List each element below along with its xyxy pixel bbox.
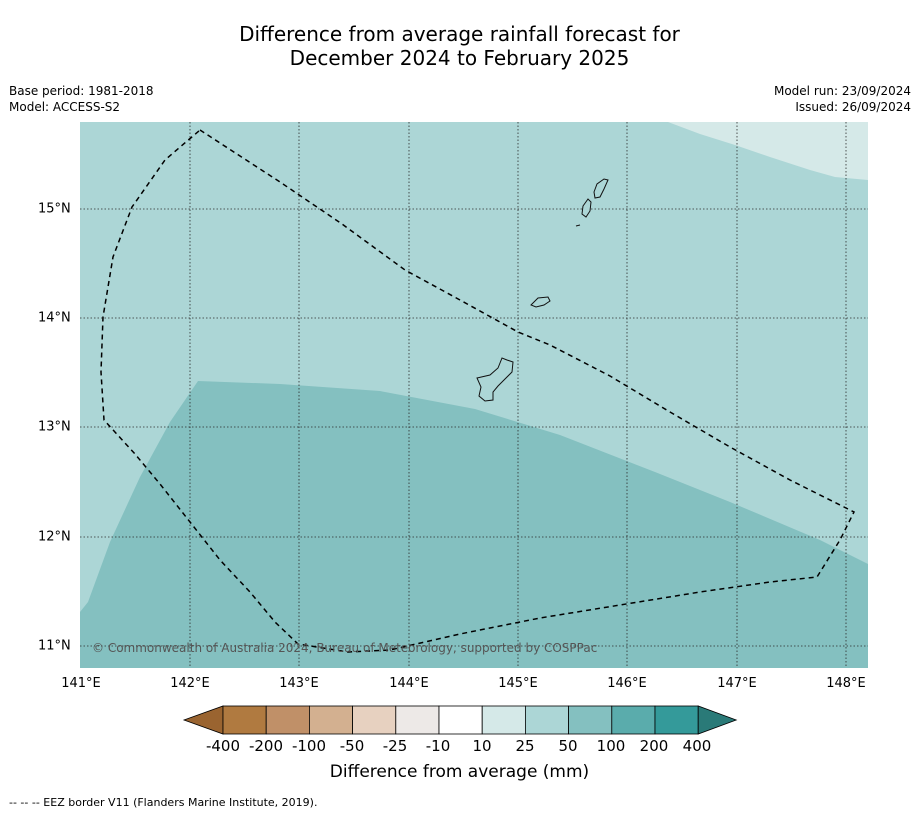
colorbar-swatch [222,705,267,735]
meta-left: Base period: 1981-2018 Model: ACCESS-S2 [9,83,154,115]
title-line-2: December 2024 to February 2025 [289,46,630,70]
lon-label: 146°E [607,676,647,691]
colorbar-title: Difference from average (mm) [329,762,590,782]
lon-label: 142°E [170,676,210,691]
colorbar-swatch [308,705,353,735]
lon-label: 141°E [61,676,101,691]
lon-label: 148°E [826,676,866,691]
colorbar-swatch [438,705,483,735]
colorbar-tick: 50 [558,737,578,755]
colorbar-tick: 200 [639,737,669,755]
colorbar-extend-left [182,705,224,735]
lon-label: 145°E [498,676,538,691]
model-name: Model: ACCESS-S2 [9,100,121,114]
colorbar-swatch [352,705,397,735]
island-saipan [593,178,609,199]
colorbar [182,705,738,735]
colorbar-swatch [481,705,526,735]
colorbar-tick: -100 [291,737,327,755]
graticule [80,122,868,668]
colorbar-tick: -50 [339,737,365,755]
island-tinian [581,198,592,218]
colorbar-tick: 100 [596,737,626,755]
map-panel[interactable] [80,122,868,668]
colorbar-swatch [568,705,613,735]
island-rota [530,296,551,308]
band-50-100 [80,381,868,668]
base-period: Base period: 1981-2018 [9,84,154,98]
lon-label: 143°E [279,676,319,691]
eez-footnote: -- -- -- EEZ border V11 (Flanders Marine… [9,796,318,809]
colorbar-swatch [524,705,569,735]
island-guam [476,357,514,402]
colorbar-tick: -400 [205,737,241,755]
colorbar-tick: -25 [382,737,408,755]
copyright-notice: © Commonwealth of Australia 2024, Bureau… [92,641,598,655]
colorbar-swatch [654,705,699,735]
lon-label: 147°E [717,676,757,691]
island-aguijan [575,224,581,227]
colorbar-swatch [265,705,310,735]
colorbar-tick: 400 [682,737,712,755]
colorbar-tick: 25 [515,737,535,755]
islands [476,178,609,402]
colorbar-extend-right [697,705,738,735]
lat-label: 11°N [38,638,71,654]
band-10-25 [668,122,868,180]
chart-title: Difference from average rainfall forecas… [0,22,919,70]
lat-label: 12°N [38,529,71,545]
eez-border [100,129,856,653]
map-svg [80,122,868,668]
issued-date: Issued: 26/09/2024 [795,100,911,114]
title-line-1: Difference from average rainfall forecas… [239,22,680,46]
lon-label: 144°E [389,676,429,691]
colorbar-tick: -200 [248,737,284,755]
model-run: Model run: 23/09/2024 [773,84,911,98]
meta-right: Model run: 23/09/2024 Issued: 26/09/2024 [774,83,911,115]
colorbar-tick: -10 [425,737,451,755]
lat-label: 13°N [38,419,71,435]
colorbar-swatch [395,705,440,735]
lat-label: 15°N [38,201,71,217]
lat-label: 14°N [38,310,71,326]
colorbar-swatch [611,705,656,735]
colorbar-tick: 10 [472,737,492,755]
